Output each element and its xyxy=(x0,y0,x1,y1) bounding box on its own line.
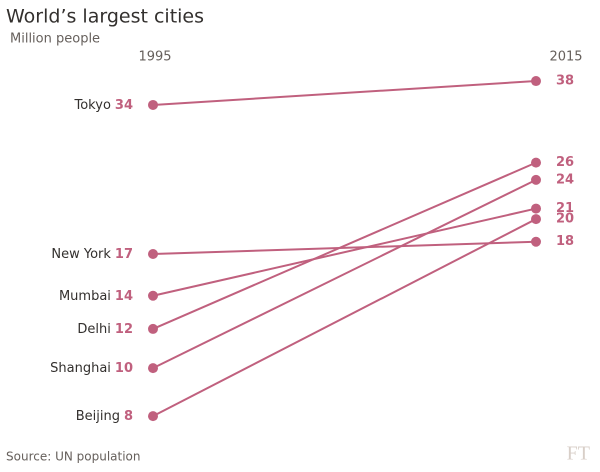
point xyxy=(148,323,158,334)
value-label: 20 xyxy=(556,212,574,227)
point xyxy=(531,214,541,225)
city-name: Delhi xyxy=(77,321,110,336)
point xyxy=(148,290,158,301)
point xyxy=(531,203,541,214)
city-name: Tokyo xyxy=(74,97,111,112)
slope-line xyxy=(152,207,537,297)
left-label: New York 17 xyxy=(51,247,133,262)
source: Source: UN population xyxy=(6,450,141,464)
point xyxy=(148,249,158,260)
chart-subtitle: Million people xyxy=(10,32,100,47)
slope-line xyxy=(152,218,537,418)
left-label: Tokyo 34 xyxy=(74,97,134,112)
x-tick-label: 2015 xyxy=(549,50,582,65)
value-label: 8 xyxy=(124,409,133,424)
slope-line xyxy=(152,178,537,370)
value-label: 26 xyxy=(556,155,574,170)
point xyxy=(531,157,541,168)
x-tick-label: 1995 xyxy=(138,50,171,65)
left-label: Beijing 8 xyxy=(76,409,133,424)
city-name: Mumbai xyxy=(59,288,111,303)
left-label: Delhi 12 xyxy=(77,321,133,336)
slope-line xyxy=(152,161,537,330)
value-label: 38 xyxy=(556,74,574,89)
value-label: 14 xyxy=(115,288,133,303)
point xyxy=(531,174,541,185)
city-name: Beijing xyxy=(76,409,120,424)
value-label: 18 xyxy=(556,234,574,249)
value-label: 12 xyxy=(115,321,133,336)
chart-title: World’s largest cities xyxy=(6,6,204,28)
value-label: 21 xyxy=(556,201,574,216)
value-label: 34 xyxy=(115,97,133,112)
city-name: New York xyxy=(51,247,111,262)
point xyxy=(531,76,541,87)
left-label: Shanghai 10 xyxy=(50,361,133,376)
value-label: 24 xyxy=(556,172,574,187)
value-label: 17 xyxy=(115,247,133,262)
slope-line xyxy=(152,240,537,256)
point xyxy=(148,99,158,110)
point xyxy=(531,236,541,247)
point xyxy=(148,363,158,374)
left-label: Mumbai 14 xyxy=(59,288,133,303)
city-name: Shanghai xyxy=(50,361,111,376)
logo: FT xyxy=(567,443,590,465)
slope-line xyxy=(152,80,537,106)
point xyxy=(148,411,158,422)
value-label: 10 xyxy=(115,361,133,376)
